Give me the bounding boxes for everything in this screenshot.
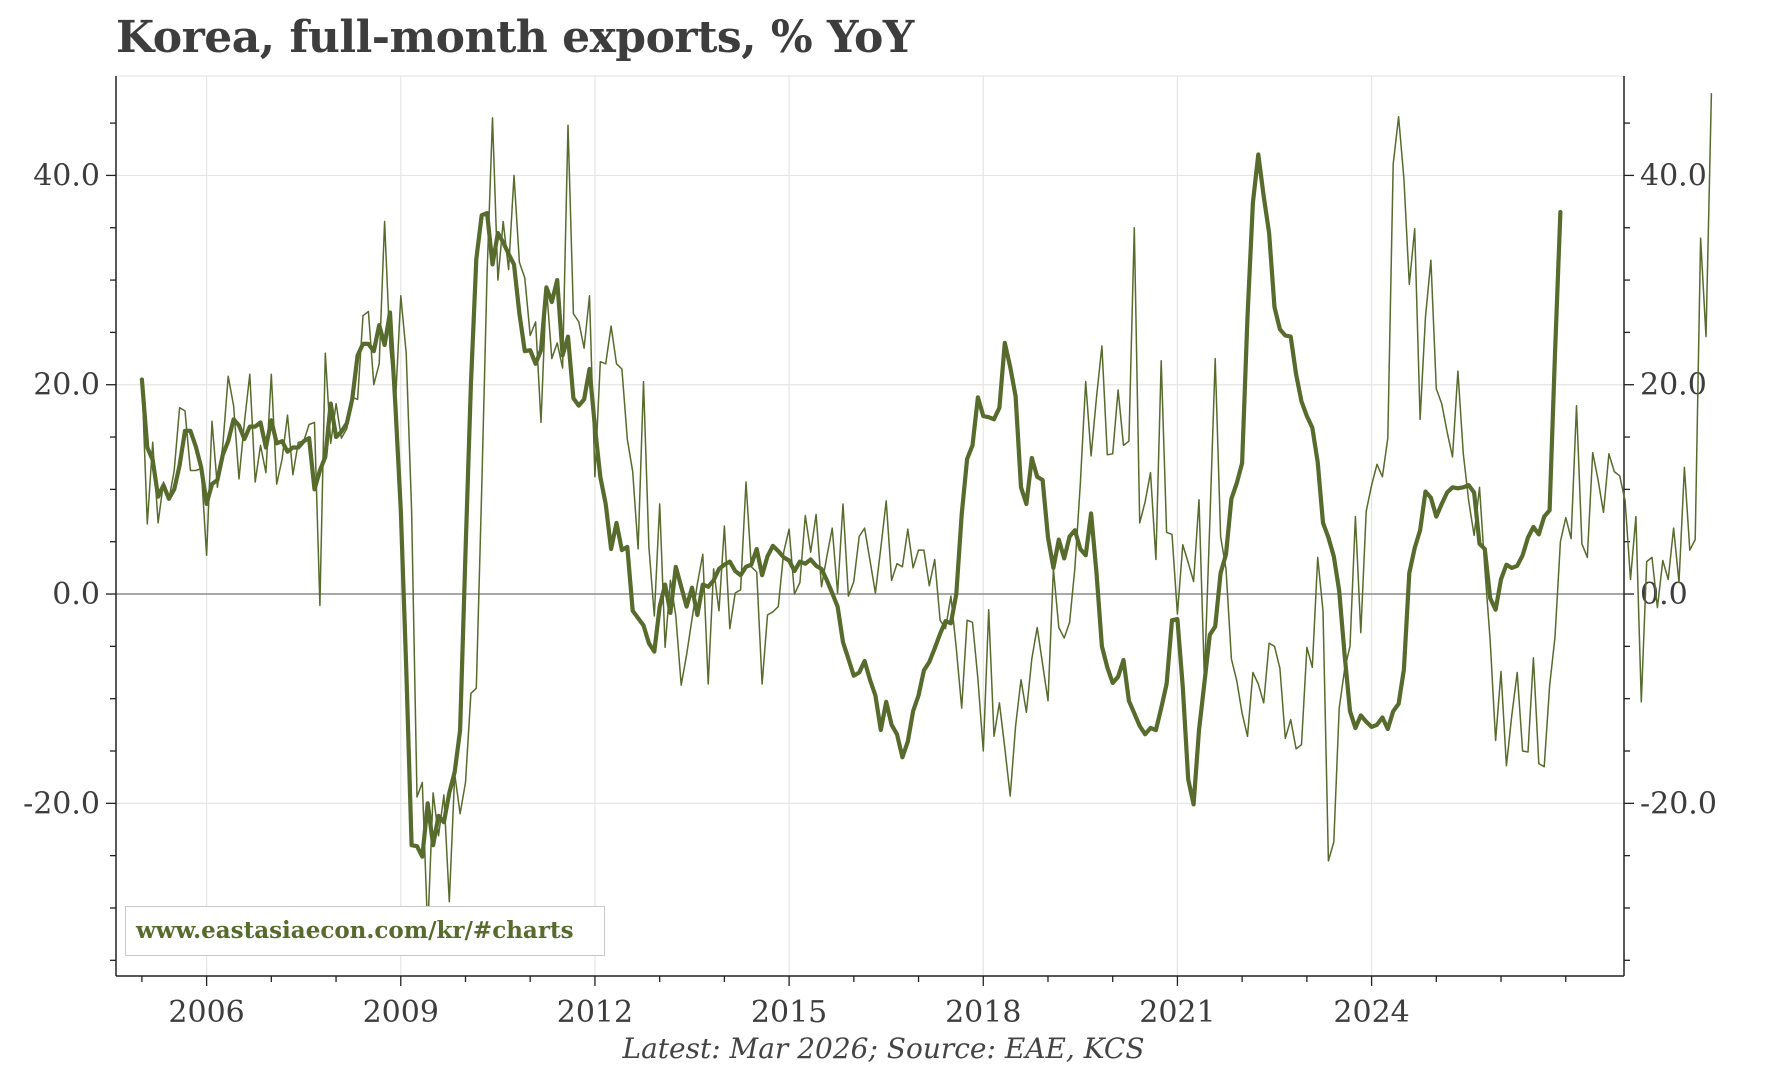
source-footnote: Latest: Mar 2026; Source: EAE, KCS xyxy=(622,1032,1145,1065)
x-tick-label: 2009 xyxy=(363,995,439,1030)
y-tick-label-right: 40.0 xyxy=(1640,158,1707,193)
series-line-smoothed xyxy=(139,152,1563,859)
x-tick-label: 2012 xyxy=(557,995,633,1030)
y-tick-label-left: 0.0 xyxy=(52,577,100,612)
y-tick-label-right: 20.0 xyxy=(1640,368,1707,403)
x-tick-label: 2024 xyxy=(1333,995,1409,1030)
chart-title: Korea, full-month exports, % YoY xyxy=(116,12,914,63)
y-tick-label-right: 0.0 xyxy=(1640,577,1688,612)
series-line-monthly xyxy=(141,93,1713,932)
x-tick-label: 2006 xyxy=(168,995,244,1030)
y-tick-label-right: -20.0 xyxy=(1640,786,1717,821)
y-tick-label-left: 40.0 xyxy=(33,158,100,193)
x-tick-label: 2015 xyxy=(751,995,827,1030)
x-tick-label: 2018 xyxy=(945,995,1021,1030)
x-tick-label: 2021 xyxy=(1139,995,1215,1030)
y-tick-label-left: -20.0 xyxy=(23,786,100,821)
watermark-url: www.eastasiaecon.com/kr/#charts xyxy=(125,906,605,956)
plot-background xyxy=(115,75,1625,977)
y-tick-label-left: 20.0 xyxy=(33,368,100,403)
